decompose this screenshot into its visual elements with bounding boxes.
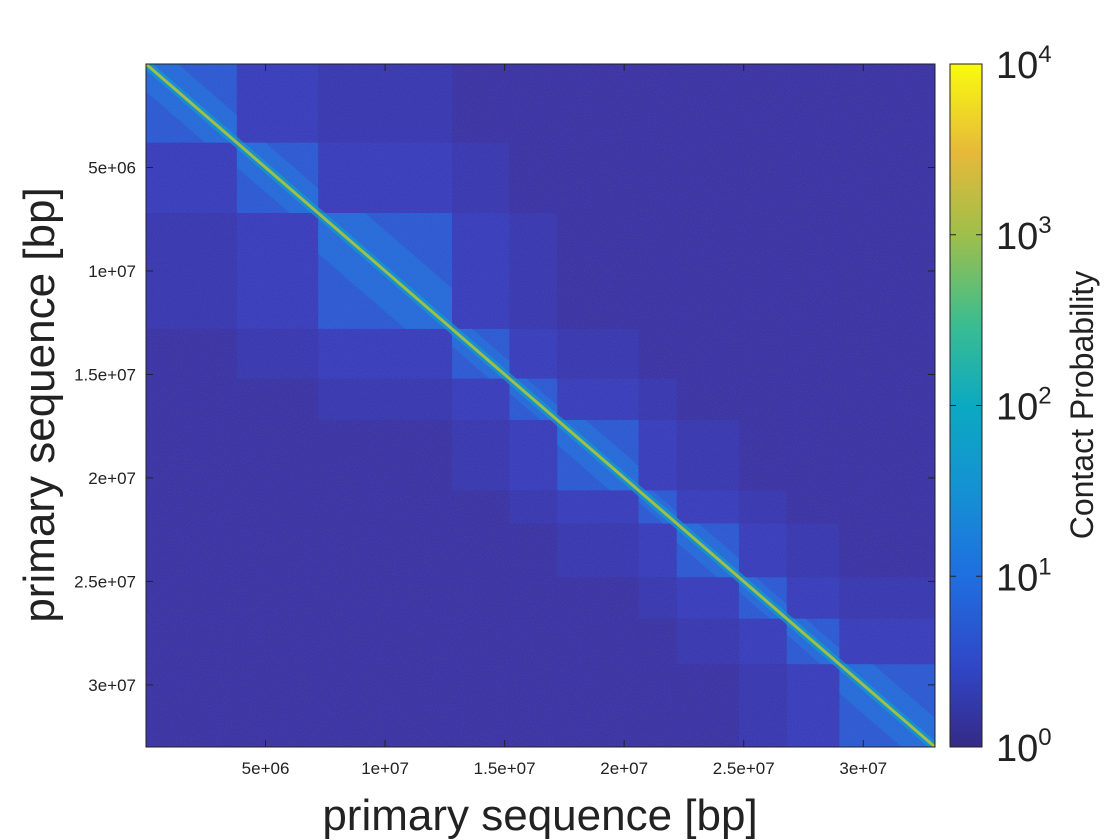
- y-tick-label: 5e+06: [88, 158, 136, 177]
- colorbar-tick-exponent: 0: [1038, 724, 1051, 751]
- colorbar-tick-label: 100: [996, 724, 1052, 770]
- colorbar-tick-exponent: 1: [1038, 553, 1051, 580]
- x-tick-label: 2.5e+07: [713, 759, 775, 778]
- colorbar-tick-label: 102: [996, 383, 1052, 429]
- colorbar-label: Contact Probability: [1064, 271, 1100, 540]
- x-tick-label: 2e+07: [600, 759, 648, 778]
- x-axis-label: primary sequence [bp]: [322, 791, 757, 840]
- x-tick-label: 1e+07: [361, 759, 409, 778]
- colorbar-tick-base: 10: [996, 387, 1038, 429]
- y-tick-label: 3e+07: [88, 676, 136, 695]
- x-tick-label: 5e+06: [242, 759, 290, 778]
- colorbar-tick-base: 10: [996, 216, 1038, 258]
- colorbar-tick-base: 10: [996, 728, 1038, 770]
- colorbar-tick-base: 10: [996, 557, 1038, 599]
- x-axis-ticks: 5e+06 1e+07 1.5e+07 2e+07 2.5e+07 3e+07: [242, 64, 887, 778]
- y-tick-label: 2e+07: [88, 469, 136, 488]
- y-axis-ticks: 5e+06 1e+07 1.5e+07 2e+07 2.5e+07 3e+07: [74, 158, 935, 695]
- colorbar-tick-label: 103: [996, 212, 1052, 258]
- colorbar-tick-base: 10: [996, 45, 1038, 87]
- y-tick-label: 1.5e+07: [74, 365, 136, 384]
- colorbar-tick-label: 101: [996, 553, 1052, 599]
- heatmap-plot-area: [146, 64, 935, 747]
- y-tick-label: 1e+07: [88, 262, 136, 281]
- colorbar-tick-label: 104: [996, 41, 1052, 87]
- colorbar-tick-exponent: 2: [1038, 383, 1051, 410]
- x-tick-label: 3e+07: [839, 759, 887, 778]
- heatmap-diagonal: [146, 64, 935, 747]
- y-tick-label: 2.5e+07: [74, 572, 136, 591]
- y-axis-label: primary sequence [bp]: [15, 187, 64, 622]
- plot-frame: [145, 63, 936, 748]
- x-tick-label: 1.5e+07: [474, 759, 536, 778]
- colorbar-tick-exponent: 4: [1038, 41, 1051, 68]
- colorbar-tick-exponent: 3: [1038, 212, 1051, 239]
- heatmap-diagonal-line: [146, 64, 935, 747]
